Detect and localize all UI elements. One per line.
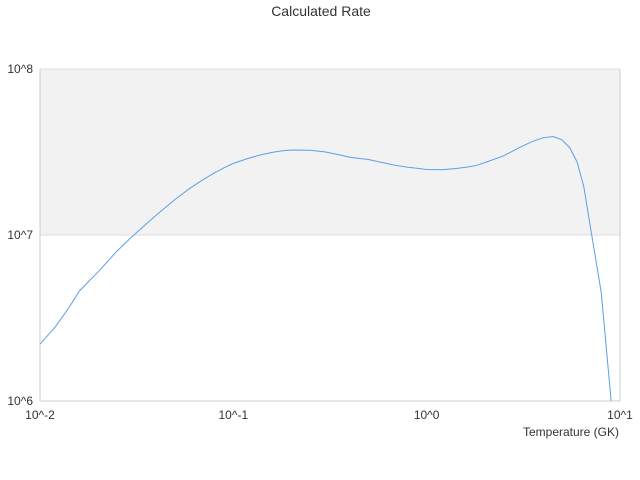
x-axis-title: Temperature (GK) bbox=[523, 425, 619, 439]
y-tick-label: 10^8 bbox=[7, 62, 33, 76]
y-tick-label: 10^6 bbox=[7, 394, 33, 408]
axes bbox=[39, 69, 621, 402]
x-tick-label: 10^1 bbox=[607, 408, 633, 422]
upper-decade-band bbox=[40, 69, 620, 235]
y-tick-labels: 10^6 10^7 10^8 bbox=[7, 62, 33, 408]
chart-title: Calculated Rate bbox=[271, 3, 371, 19]
x-tick-labels: 10^-2 10^-1 10^0 10^1 bbox=[25, 408, 633, 422]
series-line bbox=[39, 135, 612, 402]
y-tick-label: 10^7 bbox=[7, 228, 33, 242]
x-tick-label: 10^0 bbox=[414, 408, 440, 422]
plot-area: 10^-2 10^-1 10^0 10^1 10^6 10^7 10^8 bbox=[7, 62, 633, 422]
x-tick-label: 10^-2 bbox=[25, 408, 55, 422]
x-tick-label: 10^-1 bbox=[219, 408, 249, 422]
